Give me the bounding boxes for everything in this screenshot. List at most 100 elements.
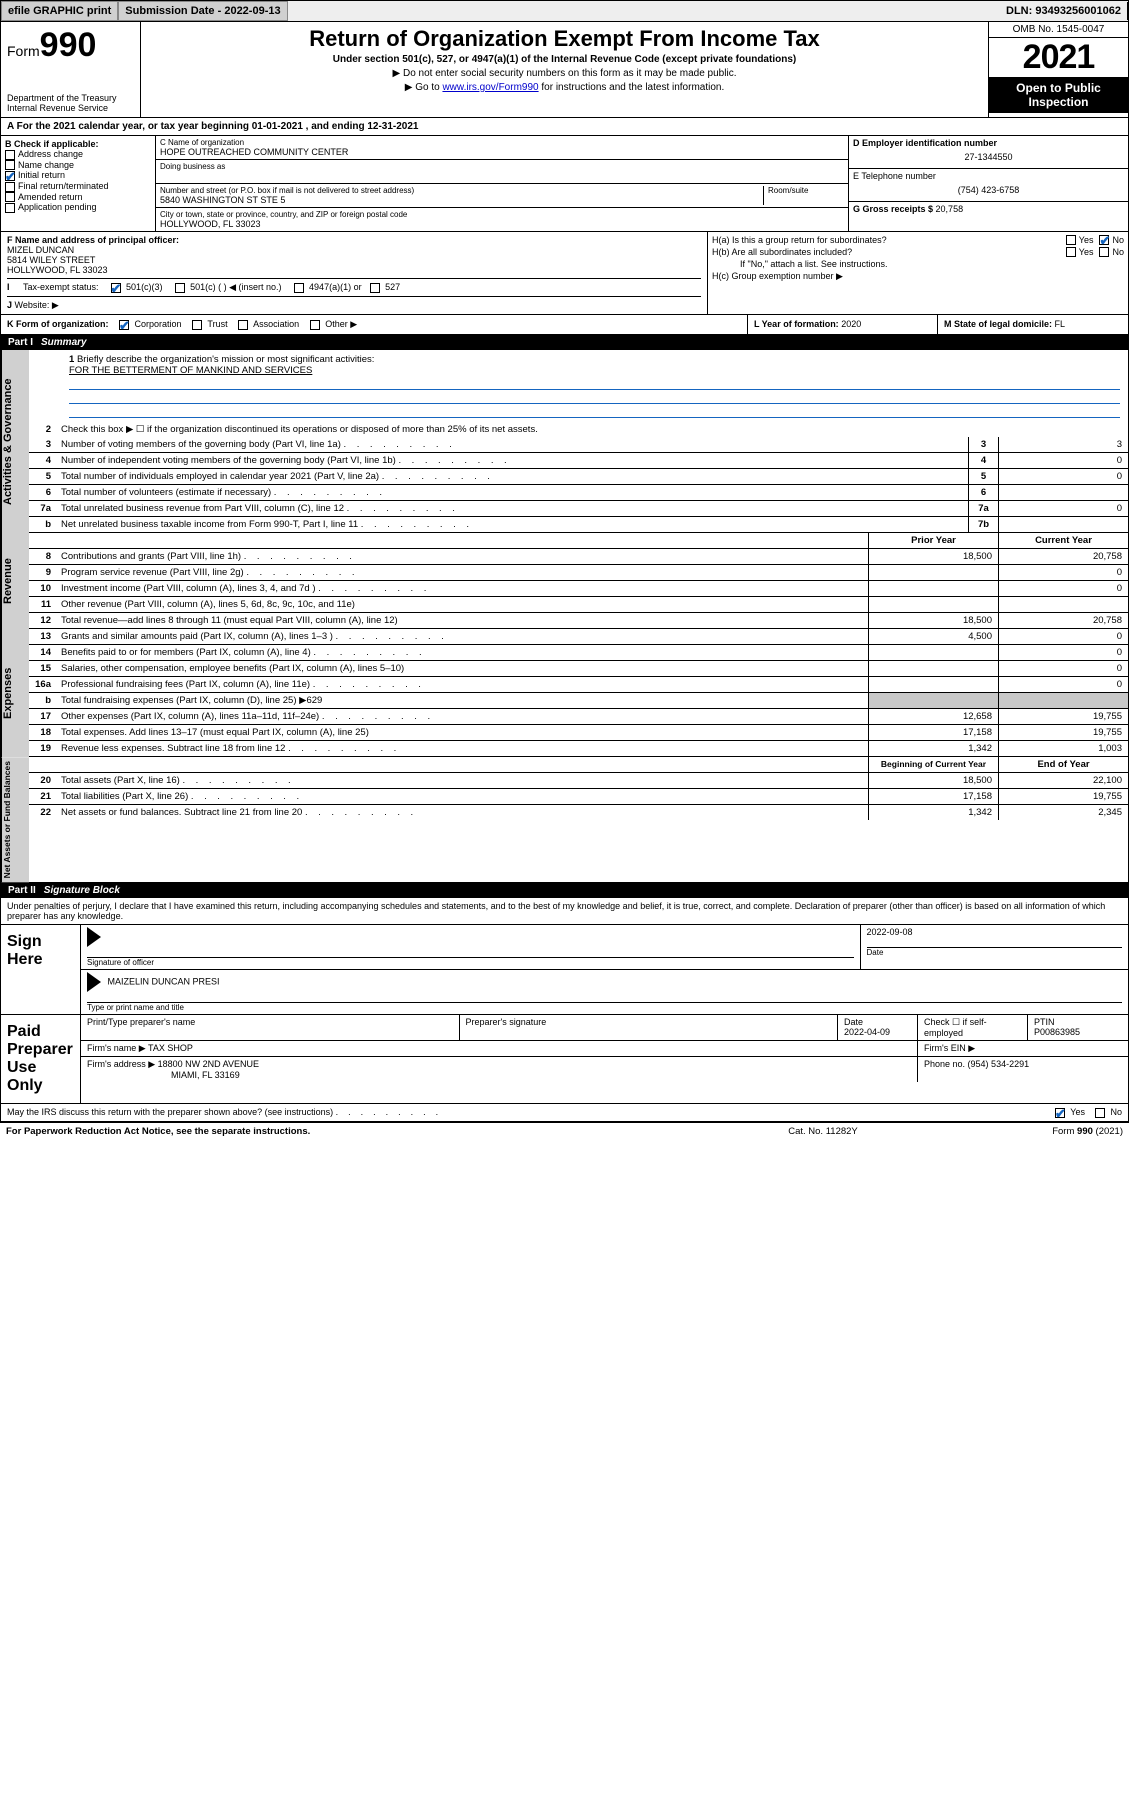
self-employed[interactable]: Check ☐ if self-employed [924, 1017, 1021, 1038]
cb-4947a1[interactable]: 4947(a)(1) or [294, 282, 362, 293]
cb-application-pending[interactable]: Application pending [5, 202, 151, 213]
sidelabel-netassets: Net Assets or Fund Balances [1, 757, 29, 882]
part1-num: Part I [8, 337, 41, 348]
section-governance: Activities & Governance 1 Briefly descri… [0, 350, 1129, 533]
line17: Other expenses (Part IX, column (A), lin… [57, 709, 868, 724]
p11 [868, 597, 998, 612]
hdr-prior-year: Prior Year [868, 533, 998, 548]
firm-name-lbl: Firm's name ▶ [87, 1043, 148, 1053]
c18: 19,755 [998, 725, 1128, 740]
h-note: If "No," attach a list. See instructions… [712, 259, 1124, 269]
line10: Investment income (Part VIII, column (A)… [57, 581, 868, 596]
line18: Total expenses. Add lines 13–17 (must eq… [57, 725, 868, 740]
prep-sig-lbl: Preparer's signature [466, 1017, 832, 1027]
cb-association[interactable]: Association [238, 319, 299, 329]
line14: Benefits paid to or for members (Part IX… [57, 645, 868, 660]
c16a: 0 [998, 677, 1128, 692]
p19: 1,342 [868, 741, 998, 756]
line7b: Net unrelated business taxable income fr… [57, 517, 968, 532]
line9: Program service revenue (Part VIII, line… [57, 565, 868, 580]
line4: Number of independent voting members of … [57, 453, 968, 468]
line13: Grants and similar amounts paid (Part IX… [57, 629, 868, 644]
col-d-e-g: D Employer identification number 27-1344… [848, 136, 1128, 231]
officer-typed-name: MAIZELIN DUNCAN PRESI [108, 977, 220, 987]
cb-501c3[interactable]: 501(c)(3) [111, 282, 163, 293]
val-7b [998, 517, 1128, 532]
cb-initial-return[interactable]: Initial return [5, 170, 151, 181]
sidelabel-revenue: Revenue [1, 533, 29, 629]
efile-print-button[interactable]: efile GRAPHIC print [1, 1, 118, 21]
discuss-no[interactable]: No [1095, 1107, 1122, 1118]
p16a [868, 677, 998, 692]
page-footer: For Paperwork Reduction Act Notice, see … [0, 1122, 1129, 1140]
val-5: 0 [998, 469, 1128, 484]
cb-other[interactable]: Other ▶ [310, 319, 357, 329]
line11: Other revenue (Part VIII, column (A), li… [57, 597, 868, 612]
subdate-value: 2022-09-13 [224, 5, 280, 17]
footer-center: Cat. No. 11282Y [723, 1126, 923, 1137]
firm-ein-lbl: Firm's EIN ▶ [924, 1043, 975, 1053]
prep-name-lbl: Print/Type preparer's name [87, 1017, 453, 1027]
form-note-link: ▶ Go to www.irs.gov/Form990 for instruct… [149, 82, 980, 93]
h-b-no[interactable] [1099, 247, 1109, 257]
cb-amended-return[interactable]: Amended return [5, 192, 151, 203]
p15 [868, 661, 998, 676]
sidelabel-expenses: Expenses [1, 629, 29, 757]
fundraising-total: 629 [306, 695, 322, 706]
e20: 22,100 [998, 773, 1128, 788]
part2-num: Part II [8, 885, 44, 896]
sign-here-label: Sign Here [1, 925, 81, 1014]
cb-name-change[interactable]: Name change [5, 160, 151, 171]
cb-final-return[interactable]: Final return/terminated [5, 181, 151, 192]
org-address: 5840 WASHINGTON ST STE 5 [160, 195, 759, 205]
arrow-icon [87, 927, 101, 947]
irs-link[interactable]: www.irs.gov/Form990 [442, 82, 538, 93]
cb-trust[interactable]: Trust [192, 319, 228, 329]
p10 [868, 581, 998, 596]
cb-527[interactable]: 527 [370, 282, 401, 293]
discuss-yes[interactable]: Yes [1055, 1107, 1085, 1118]
c14: 0 [998, 645, 1128, 660]
prep-phone-lbl: Phone no. [924, 1059, 968, 1069]
f-label: F Name and address of principal officer: [7, 235, 701, 245]
line6: Total number of volunteers (estimate if … [57, 485, 968, 500]
form-subtitle: Under section 501(c), 527, or 4947(a)(1)… [149, 54, 980, 65]
firm-addr-lbl: Firm's address ▶ [87, 1059, 158, 1069]
line15: Salaries, other compensation, employee b… [57, 661, 868, 676]
line3: Number of voting members of the governin… [57, 437, 968, 452]
c13: 0 [998, 629, 1128, 644]
hdr-eoy: End of Year [998, 757, 1128, 772]
sig-date-value: 2022-09-08 [867, 927, 1123, 937]
cb-corporation[interactable]: Corporation [119, 319, 182, 329]
phone-value: (754) 423-6758 [853, 181, 1124, 199]
line20: Total assets (Part X, line 16) [57, 773, 868, 788]
part-1-header: Part I Summary [0, 335, 1129, 350]
c10: 0 [998, 581, 1128, 596]
h-a-no[interactable] [1099, 235, 1109, 245]
h-b-yes[interactable] [1066, 247, 1076, 257]
tax-year-begin: 01-01-2021 [252, 121, 303, 132]
h-a-question: H(a) Is this a group return for subordin… [712, 235, 1066, 245]
sidelabel-governance: Activities & Governance [1, 350, 29, 533]
dln: DLN: 93493256001062 [1000, 2, 1128, 20]
officer-addr1: 5814 WILEY STREET [7, 255, 701, 265]
h-a-yes[interactable] [1066, 235, 1076, 245]
arrow-icon [87, 972, 101, 992]
dln-label: DLN: [1006, 5, 1035, 17]
c17: 19,755 [998, 709, 1128, 724]
paid-preparer-label: Paid Preparer Use Only [1, 1015, 81, 1103]
p9 [868, 565, 998, 580]
c12: 20,758 [998, 613, 1128, 628]
c8: 20,758 [998, 549, 1128, 564]
col-c: C Name of organization HOPE OUTREACHED C… [156, 136, 848, 231]
line8: Contributions and grants (Part VIII, lin… [57, 549, 868, 564]
c19: 1,003 [998, 741, 1128, 756]
sig-officer-caption: Signature of officer [87, 957, 854, 967]
cb-501c[interactable]: 501(c) ( ) ◀ (insert no.) [175, 282, 282, 293]
type-name-caption: Type or print name and title [87, 1002, 1122, 1012]
cb-address-change[interactable]: Address change [5, 149, 151, 160]
form-title: Return of Organization Exempt From Incom… [149, 26, 980, 52]
val-4: 0 [998, 453, 1128, 468]
dba-label: Doing business as [160, 162, 844, 171]
line1-label: Briefly describe the organization's miss… [77, 354, 375, 365]
